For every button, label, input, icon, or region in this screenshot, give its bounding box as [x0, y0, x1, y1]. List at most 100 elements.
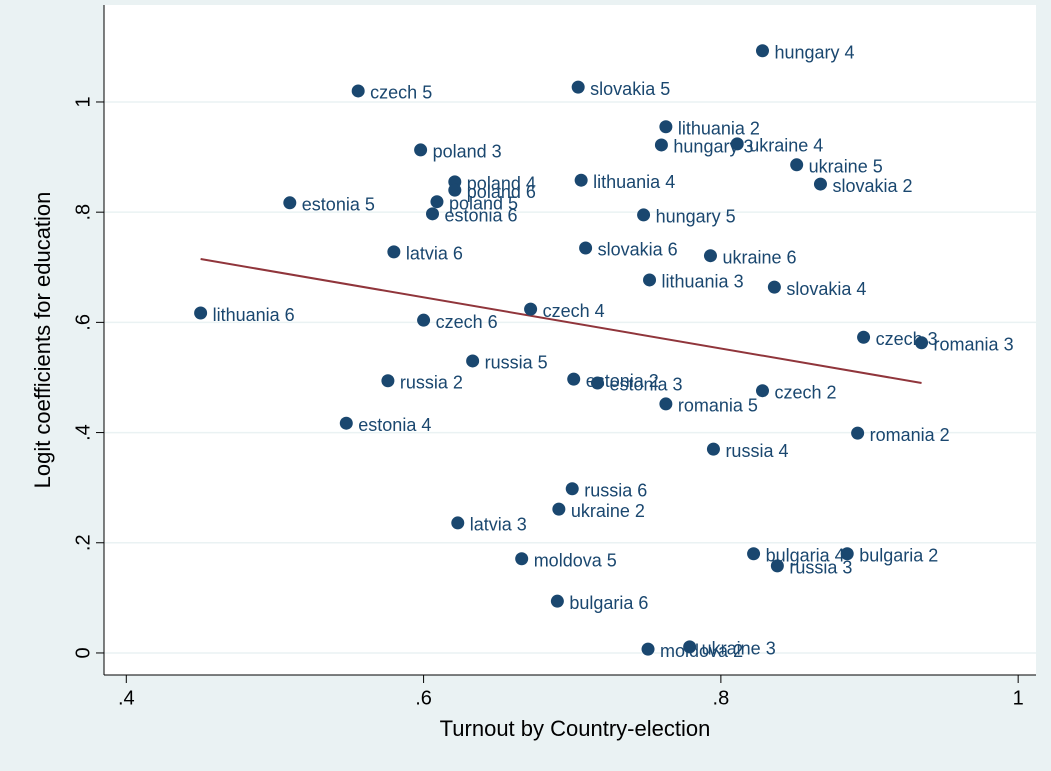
- point: [351, 84, 365, 98]
- point: [747, 547, 761, 561]
- point: [643, 273, 657, 287]
- x-tick-label: 1: [1013, 687, 1024, 709]
- point: [466, 354, 480, 368]
- point-label: russia 3: [789, 558, 852, 578]
- point: [567, 372, 581, 386]
- point: [659, 397, 673, 411]
- point: [426, 207, 440, 221]
- point: [552, 502, 566, 516]
- point-label: czech 6: [436, 312, 498, 332]
- point: [387, 245, 401, 259]
- point-label: latvia 3: [470, 515, 527, 535]
- point: [430, 195, 444, 209]
- y-tick-label: 0: [72, 647, 94, 658]
- x-tick-label: .8: [713, 687, 730, 709]
- point-label: lithuania 3: [662, 272, 744, 292]
- point-label: slovakia 5: [590, 79, 670, 99]
- point: [857, 330, 871, 344]
- y-tick-label: .6: [72, 314, 94, 331]
- point-label: latvia 6: [406, 244, 463, 264]
- point: [550, 594, 564, 608]
- point-label: russia 6: [584, 481, 647, 501]
- point-label: ukraine 6: [722, 247, 796, 267]
- y-tick-label: .2: [72, 534, 94, 551]
- point-label: slovakia 2: [832, 176, 912, 196]
- y-tick-label: 1: [72, 96, 94, 107]
- y-axis-title: Logit coefficients for education: [30, 192, 55, 489]
- point-label: ukraine 5: [809, 157, 883, 177]
- point-label: ukraine 2: [571, 501, 645, 521]
- point: [755, 384, 769, 398]
- point-label: czech 4: [543, 301, 605, 321]
- point-label: czech 5: [370, 83, 432, 103]
- point-label: romania 3: [934, 335, 1014, 355]
- point: [706, 442, 720, 456]
- point-label: poland 3: [433, 142, 502, 162]
- point-label: estonia 4: [358, 415, 431, 435]
- point-label: russia 4: [725, 441, 788, 461]
- point-label: romania 5: [678, 396, 758, 416]
- x-tick-label: .4: [118, 687, 135, 709]
- point: [283, 196, 297, 210]
- point: [339, 416, 353, 430]
- y-tick-label: .8: [72, 204, 94, 221]
- point: [813, 177, 827, 191]
- fit-line: [200, 258, 922, 384]
- point: [659, 120, 673, 134]
- point: [194, 306, 208, 320]
- point: [574, 173, 588, 187]
- y-tick-label: .4: [72, 424, 94, 441]
- point: [565, 482, 579, 496]
- point: [451, 516, 465, 530]
- point: [683, 640, 697, 654]
- point-label: bulgaria 2: [859, 546, 938, 566]
- x-tick-label: .6: [415, 687, 432, 709]
- point: [637, 208, 651, 222]
- point: [524, 302, 538, 316]
- plot-area: [104, 5, 1036, 675]
- point-label: moldova 2: [660, 641, 743, 661]
- point-label: slovakia 6: [598, 240, 678, 260]
- x-axis-title: Turnout by Country-election: [440, 716, 711, 741]
- point: [571, 80, 585, 94]
- point-label: estonia 2: [586, 371, 659, 391]
- point: [414, 143, 428, 157]
- point: [381, 374, 395, 388]
- point-label: hungary 5: [656, 207, 736, 227]
- point-label: poland 4: [467, 174, 536, 194]
- point: [790, 158, 804, 172]
- point-label: lithuania 2: [678, 119, 760, 139]
- point-label: hungary 4: [774, 42, 854, 62]
- point-label: romania 2: [870, 425, 950, 445]
- point-label: estonia 6: [445, 206, 518, 226]
- point-label: slovakia 4: [786, 279, 866, 299]
- point-label: lithuania 4: [593, 172, 675, 192]
- point-label: czech 3: [876, 329, 938, 349]
- point-label: ukraine 3: [702, 639, 776, 659]
- point-label: lithuania 6: [213, 305, 295, 325]
- point: [767, 280, 781, 294]
- point: [851, 426, 865, 440]
- point: [448, 183, 462, 197]
- point: [641, 642, 655, 656]
- point-label: ukraine 4: [749, 136, 823, 156]
- point: [417, 313, 431, 327]
- point: [590, 376, 604, 390]
- point-label: poland 6: [467, 182, 536, 202]
- point-label: moldova 5: [534, 550, 617, 570]
- point: [755, 44, 769, 58]
- point-label: bulgaria 4: [766, 546, 845, 566]
- point-label: bulgaria 6: [569, 593, 648, 613]
- point-label: estonia 3: [609, 375, 682, 395]
- point: [730, 137, 744, 151]
- point-label: russia 5: [485, 353, 548, 373]
- point: [703, 249, 717, 263]
- point: [915, 336, 929, 350]
- point: [770, 559, 784, 573]
- point: [579, 241, 593, 255]
- point-label: poland 5: [449, 193, 518, 213]
- point: [515, 552, 529, 566]
- point: [654, 138, 668, 152]
